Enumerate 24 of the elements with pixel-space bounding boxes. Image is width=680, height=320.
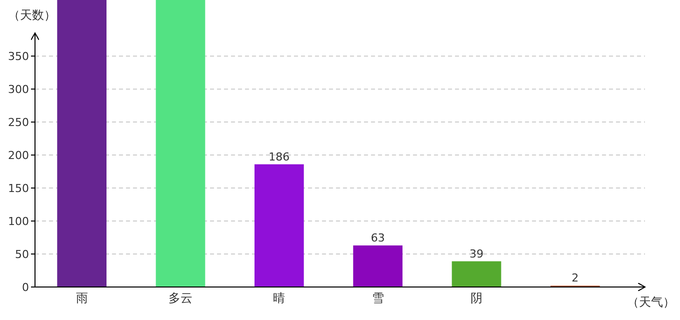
y-tick-label: 250 (8, 116, 29, 129)
y-tick-label: 350 (8, 50, 29, 63)
y-tick-label: 300 (8, 82, 29, 96)
x-tick-label: 雪 (372, 291, 384, 305)
y-tick-label: 200 (8, 148, 29, 162)
bar (254, 164, 304, 287)
bar (353, 245, 402, 287)
y-tick-label: 150 (8, 182, 29, 195)
x-axis-title: （天气） (627, 295, 675, 309)
x-tick-label: 雨 (76, 291, 88, 305)
data-label: 39 (470, 247, 484, 260)
y-tick-label: 50 (15, 248, 29, 261)
x-tick-label: 晴 (273, 291, 286, 305)
data-label: 186 (268, 150, 290, 164)
bar (57, 0, 106, 287)
x-tick-label: 阴 (470, 291, 482, 305)
data-label: 63 (370, 231, 385, 244)
data-label: 2 (572, 272, 579, 285)
y-axis-title: （天数） (8, 8, 56, 22)
x-tick-label: 多云 (168, 291, 192, 305)
bar (452, 261, 502, 287)
bar (156, 0, 206, 287)
y-tick-label: 100 (8, 214, 29, 228)
y-tick-label: 0 (22, 280, 29, 294)
